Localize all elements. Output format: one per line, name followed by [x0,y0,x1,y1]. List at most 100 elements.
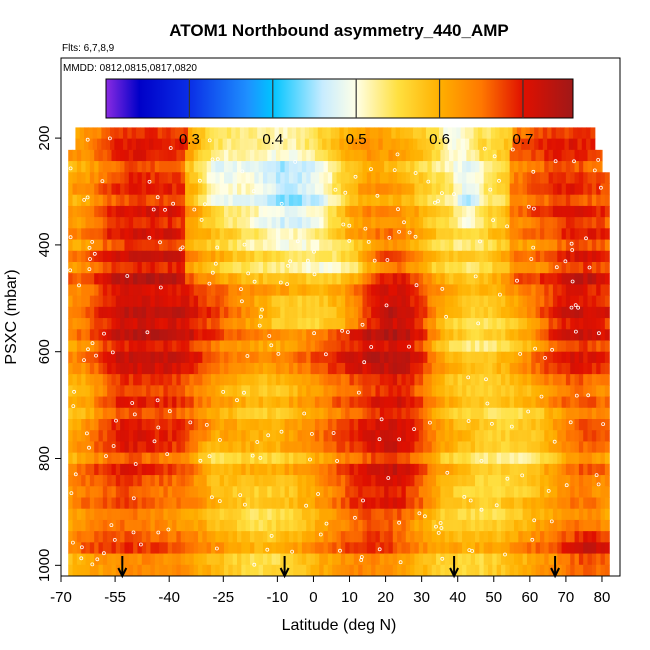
heatmap-cell [224,452,229,465]
heatmap-cell [159,553,165,566]
heatmap-cell [552,463,558,476]
heatmap-cell [436,295,441,308]
heatmap-cell [150,194,156,207]
heatmap-cell [449,228,454,241]
heatmap-cell [172,497,178,510]
heatmap-cell [224,486,229,498]
heatmap-cell [345,385,351,398]
heatmap-cell [284,430,290,442]
heatmap-cell [509,239,515,252]
heatmap-cell [544,519,550,532]
heatmap-cell [167,463,173,476]
heatmap-cell [353,463,359,476]
heatmap-cell [362,385,368,398]
heatmap-cell [600,542,606,555]
heatmap-cell [466,362,472,375]
heatmap-cell [202,419,208,431]
heatmap-cell [570,306,576,319]
heatmap-cell [141,475,147,487]
heatmap-cell [353,318,359,330]
heatmap-cell [115,306,121,319]
heatmap-cell [531,497,537,510]
heatmap-cell [477,138,483,151]
heatmap-cell [522,295,528,308]
heatmap-cell [89,475,95,487]
heatmap-cell [262,486,268,498]
heatmap-cell [319,262,325,274]
heatmap-cell [427,374,433,386]
heatmap-cell [388,149,394,162]
heatmap-cell [466,329,472,341]
heatmap-cell [358,351,364,364]
heatmap-cell [479,172,485,184]
heatmap-cell [353,149,359,162]
heatmap-cell [401,340,407,353]
heatmap-cell [440,564,446,576]
heatmap-cell [280,194,286,207]
heatmap-cell [431,262,437,274]
heatmap-cell [219,497,225,510]
heatmap-cell [297,531,303,543]
heatmap-cell [475,295,480,308]
heatmap-cell [327,262,333,274]
heatmap-cell [366,497,372,510]
heatmap-cell [375,194,381,207]
heatmap-cell [500,564,506,576]
heatmap-cell [444,250,450,263]
heatmap-cell [280,183,286,196]
heatmap-cell [431,351,437,364]
heatmap-cell [301,508,307,521]
heatmap-cell [587,497,593,510]
heatmap-cell [440,519,446,532]
heatmap-cell [596,318,602,330]
heatmap-cell [198,351,203,364]
heatmap-cell [548,542,554,555]
heatmap-cell [397,463,403,476]
heatmap-cell [362,475,368,487]
heatmap-cell [488,273,493,285]
heatmap-cell [539,475,545,487]
heatmap-cell [561,161,567,173]
heatmap-cell [332,217,338,229]
heatmap-cell [167,250,173,263]
heatmap-cell [85,508,91,521]
heatmap-cell [206,531,212,543]
heatmap-cell [275,486,281,498]
heatmap-cell [522,172,528,184]
heatmap-cell [120,284,126,297]
heatmap-cell [561,419,567,431]
heatmap-cell [319,419,325,431]
heatmap-cell [146,295,152,308]
heatmap-cell [488,318,493,330]
heatmap-cell [583,262,589,274]
heatmap-cell [462,497,467,510]
heatmap-cell [513,329,519,341]
heatmap-cell [94,497,100,510]
heatmap-cell [392,205,398,218]
heatmap-cell [198,430,203,442]
heatmap-cell [496,508,502,521]
heatmap-cell [591,183,597,196]
heatmap-cell [81,430,87,442]
heatmap-cell [111,419,117,431]
heatmap-cell [444,508,450,521]
heatmap-cell [241,430,247,442]
heatmap-cell [146,519,152,532]
heatmap-cell [574,284,580,297]
heatmap-cell [167,531,173,543]
heatmap-cell [349,486,355,498]
heatmap-cell [159,239,165,252]
heatmap-cell [120,172,126,184]
heatmap-cell [141,486,147,498]
heatmap-cell [172,463,178,476]
heatmap-cell [245,194,251,207]
heatmap-cell [176,149,182,162]
heatmap-cell [526,430,532,442]
heatmap-cell [548,217,554,229]
heatmap-cell [565,497,571,510]
heatmap-cell [418,273,424,285]
heatmap-cell [176,441,182,454]
heatmap-cell [219,508,225,521]
heatmap-cell [85,463,91,476]
heatmap-cell [232,497,238,510]
